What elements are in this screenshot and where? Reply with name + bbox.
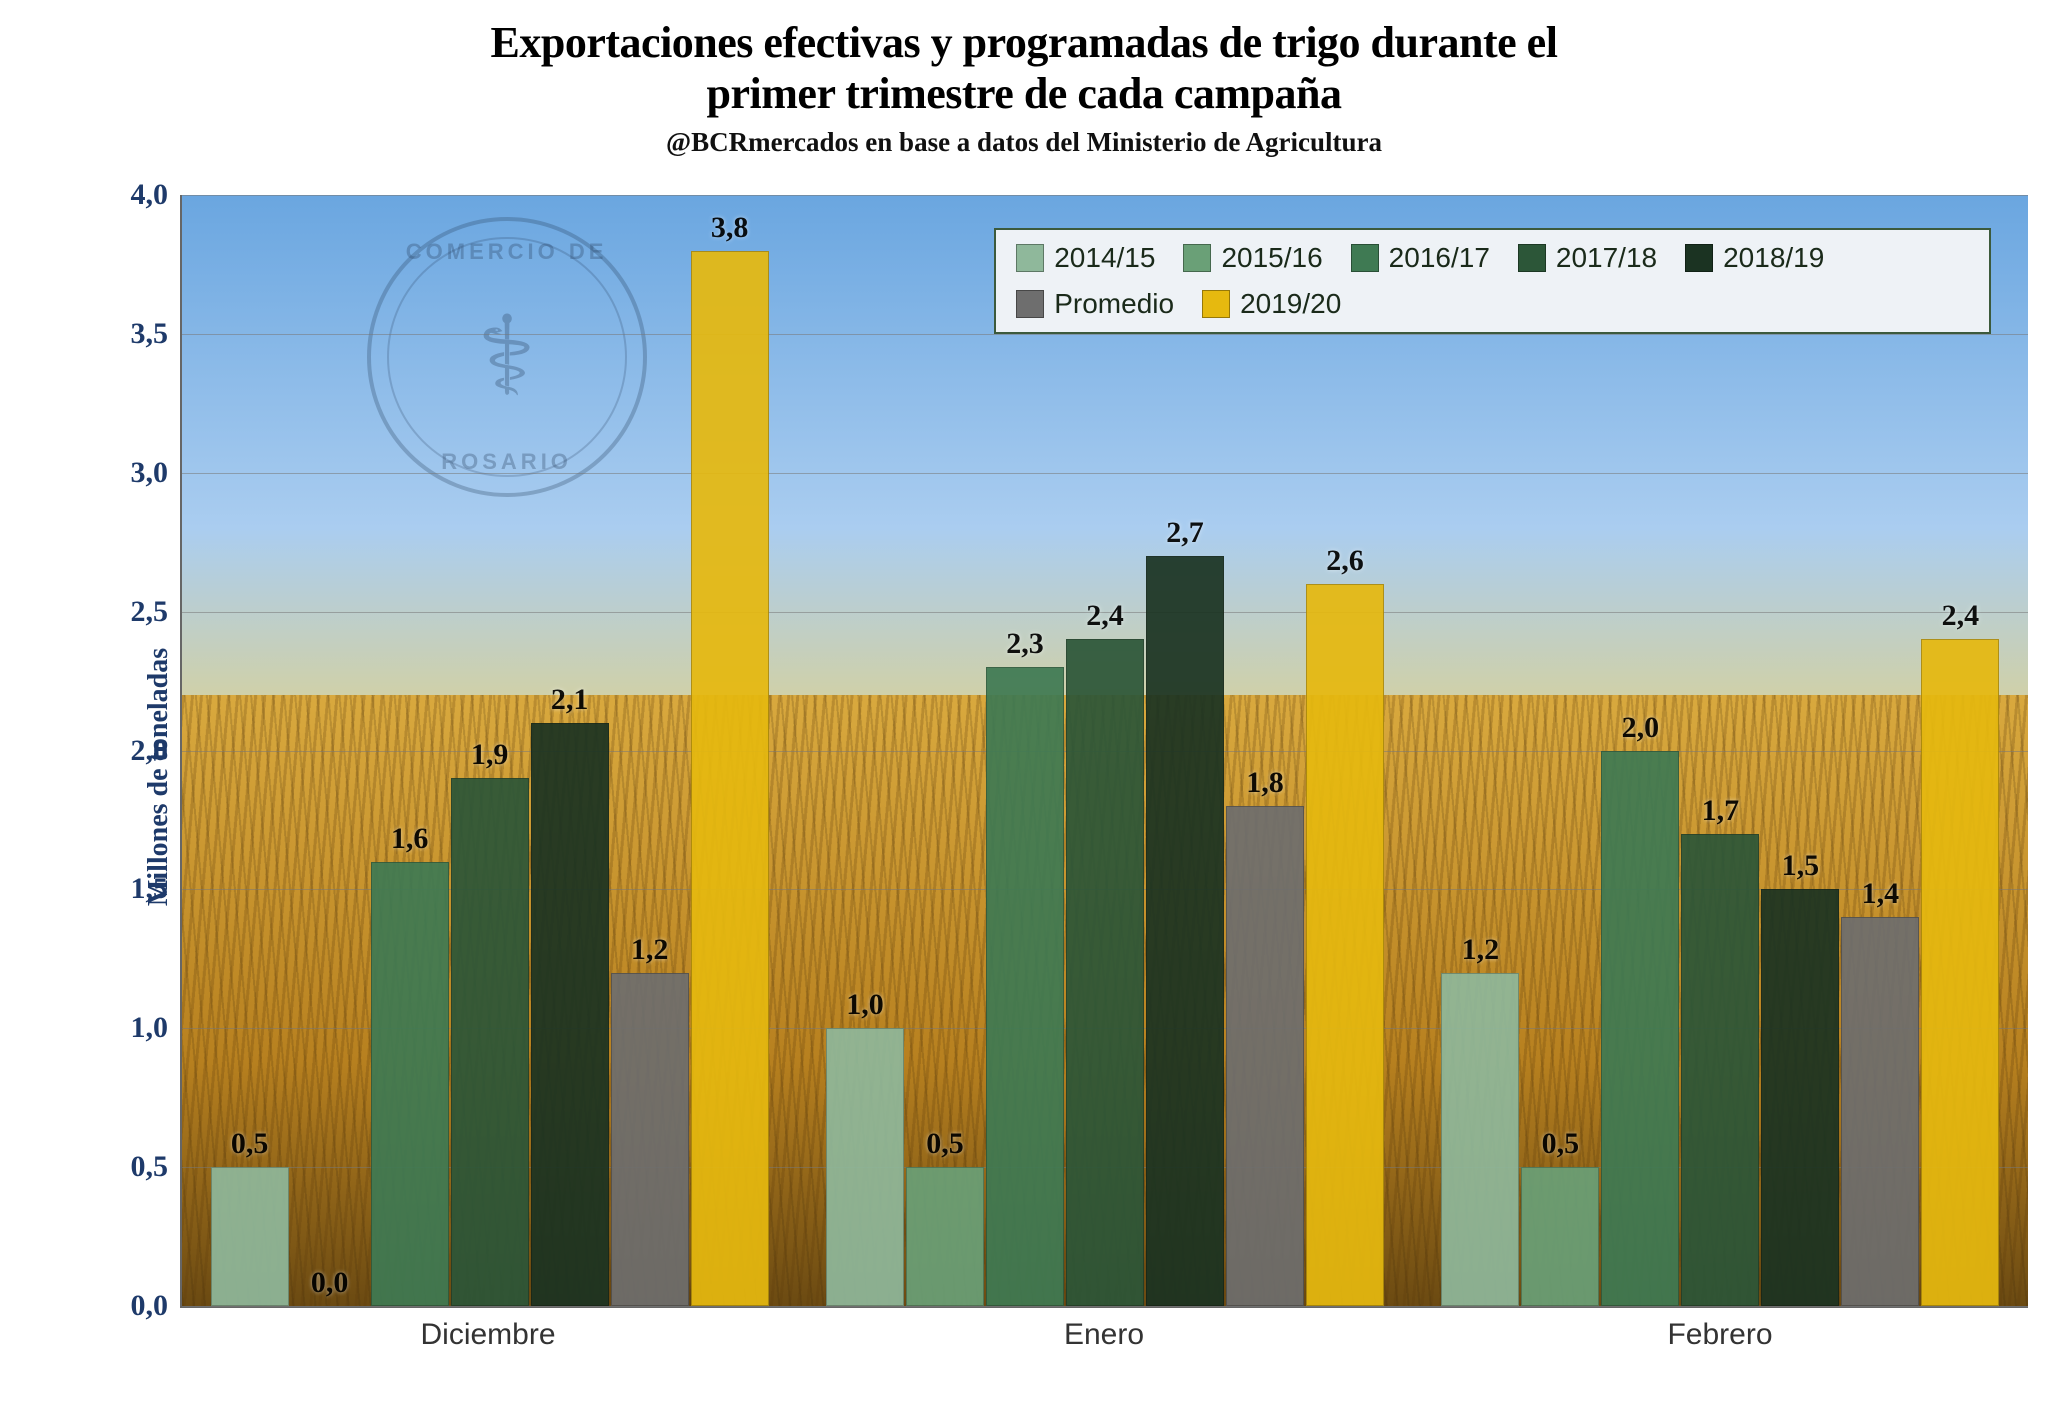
bar-groups: 0,50,01,61,92,11,23,81,00,52,32,42,71,82… — [182, 195, 2028, 1306]
bar-s2018: 1,5 — [1761, 889, 1839, 1306]
chart-title: Exportaciones efectivas y programadas de… — [40, 18, 2008, 119]
legend-swatch-icon — [1016, 244, 1044, 272]
bar-s2014: 1,0 — [826, 1028, 904, 1306]
bar-value-label: 0,0 — [311, 1266, 349, 1300]
bar-value-label: 0,5 — [926, 1127, 964, 1161]
legend-item-s2016: 2016/17 — [1351, 242, 1490, 274]
bar-prom: 1,2 — [611, 973, 689, 1306]
y-tick-label: 0,0 — [131, 1289, 183, 1323]
legend-swatch-icon — [1183, 244, 1211, 272]
legend-label: 2019/20 — [1240, 288, 1341, 320]
bar-s2018: 2,7 — [1146, 556, 1224, 1306]
bar-value-label: 1,9 — [471, 738, 509, 772]
bar-s2019: 3,8 — [691, 251, 769, 1306]
bar-value-label: 1,0 — [846, 988, 884, 1022]
x-axis-label: Diciembre — [180, 1308, 796, 1358]
y-tick-label: 3,5 — [131, 317, 183, 351]
legend-swatch-icon — [1685, 244, 1713, 272]
bar-value-label: 2,0 — [1622, 711, 1660, 745]
legend-item-s2017: 2017/18 — [1518, 242, 1657, 274]
legend-swatch-icon — [1016, 290, 1044, 318]
bar-group: 1,20,52,01,71,51,42,4 — [1413, 195, 2028, 1306]
gridline — [182, 1306, 2028, 1307]
legend-label: 2015/16 — [1221, 242, 1322, 274]
bar-value-label: 2,7 — [1166, 516, 1204, 550]
bar-value-label: 2,3 — [1006, 627, 1044, 661]
legend-swatch-icon — [1351, 244, 1379, 272]
legend-item-s2018: 2018/19 — [1685, 242, 1824, 274]
bar-value-label: 2,1 — [551, 683, 589, 717]
bar-value-label: 1,8 — [1246, 766, 1284, 800]
legend-swatch-icon — [1518, 244, 1546, 272]
y-tick-label: 1,0 — [131, 1011, 183, 1045]
chart-area: Millones de toneladas COMERCIO DE ⚕ ROSA… — [40, 195, 2028, 1358]
legend-label: 2016/17 — [1389, 242, 1490, 274]
legend-label: Promedio — [1054, 288, 1174, 320]
bar-value-label: 2,6 — [1326, 544, 1364, 578]
bar-s2016: 1,6 — [371, 862, 449, 1306]
plot-area: COMERCIO DE ⚕ ROSARIO 0,50,01,61,92,11,2… — [180, 195, 2028, 1308]
bar-prom: 1,8 — [1226, 806, 1304, 1306]
legend-label: 2018/19 — [1723, 242, 1824, 274]
bar-value-label: 1,2 — [631, 933, 669, 967]
legend-label: 2014/15 — [1054, 242, 1155, 274]
bar-s2015: 0,5 — [906, 1167, 984, 1306]
legend-item-s2015: 2015/16 — [1183, 242, 1322, 274]
bar-group: 1,00,52,32,42,71,82,6 — [797, 195, 1412, 1306]
bar-value-label: 2,4 — [1942, 599, 1980, 633]
bar-s2017: 2,4 — [1066, 639, 1144, 1306]
title-line-1: Exportaciones efectivas y programadas de… — [491, 18, 1558, 67]
bar-s2015: 0,5 — [1521, 1167, 1599, 1306]
bar-value-label: 1,7 — [1702, 794, 1740, 828]
bar-s2019: 2,6 — [1306, 584, 1384, 1306]
x-axis-label: Febrero — [1412, 1308, 2028, 1358]
y-tick-label: 0,5 — [131, 1150, 183, 1184]
bar-group: 0,50,01,61,92,11,23,8 — [182, 195, 797, 1306]
title-line-2: primer trimestre de cada campaña — [707, 69, 1342, 118]
y-tick-label: 2,5 — [131, 595, 183, 629]
legend: 2014/15 2015/16 2016/17 2017/18 2018/19 Prome… — [994, 228, 1991, 334]
bar-s2014: 0,5 — [211, 1167, 289, 1306]
bar-value-label: 0,5 — [1542, 1127, 1580, 1161]
bar-value-label: 0,5 — [231, 1127, 269, 1161]
bar-prom: 1,4 — [1841, 917, 1919, 1306]
bar-s2018: 2,1 — [531, 723, 609, 1306]
x-axis-labels: DiciembreEneroFebrero — [180, 1308, 2028, 1358]
x-axis-label: Enero — [796, 1308, 1412, 1358]
y-tick-label: 2,0 — [131, 734, 183, 768]
legend-label: 2017/18 — [1556, 242, 1657, 274]
bar-value-label: 1,4 — [1862, 877, 1900, 911]
y-tick-label: 3,0 — [131, 456, 183, 490]
bar-value-label: 1,6 — [391, 822, 429, 856]
bar-value-label: 2,4 — [1086, 599, 1124, 633]
legend-swatch-icon — [1202, 290, 1230, 318]
bar-s2017: 1,7 — [1681, 834, 1759, 1306]
bar-value-label: 1,2 — [1462, 933, 1500, 967]
legend-item-s2019: 2019/20 — [1202, 288, 1341, 320]
legend-item-prom: Promedio — [1016, 288, 1174, 320]
y-axis-label: Millones de toneladas — [143, 647, 175, 905]
chart-subtitle: @BCRmercados en base a datos del Ministe… — [40, 127, 2008, 158]
y-tick-label: 4,0 — [131, 178, 183, 212]
bar-value-label: 1,5 — [1782, 849, 1820, 883]
bar-s2019: 2,4 — [1921, 639, 1999, 1306]
bar-s2014: 1,2 — [1441, 973, 1519, 1306]
bar-value-label: 3,8 — [711, 211, 749, 245]
bar-s2016: 2,0 — [1601, 751, 1679, 1307]
legend-item-s2014: 2014/15 — [1016, 242, 1155, 274]
bar-s2017: 1,9 — [451, 778, 529, 1306]
bar-s2016: 2,3 — [986, 667, 1064, 1306]
title-block: Exportaciones efectivas y programadas de… — [0, 0, 2048, 164]
y-tick-label: 1,5 — [131, 872, 183, 906]
